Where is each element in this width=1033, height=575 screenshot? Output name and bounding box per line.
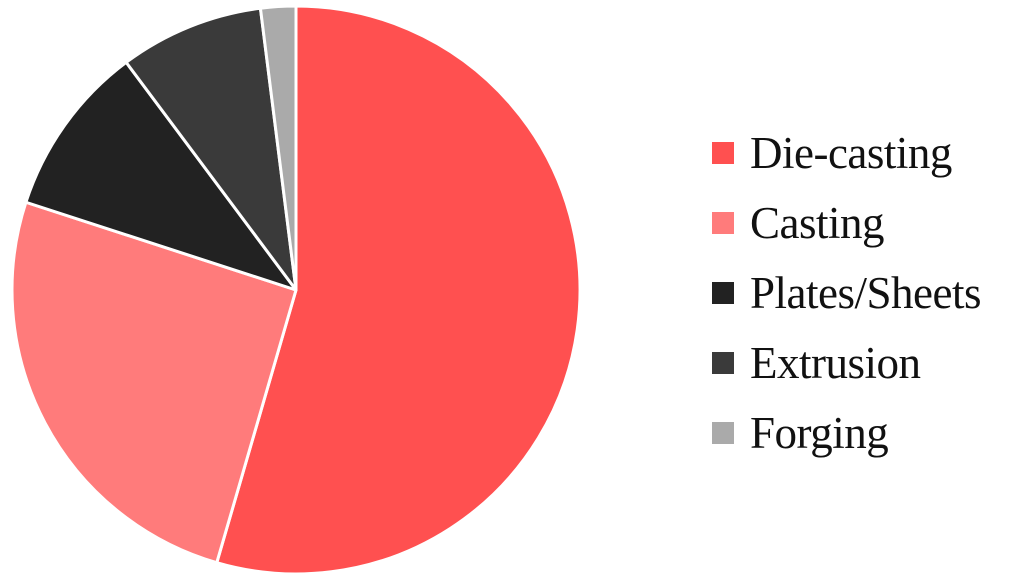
legend-label-die-casting: Die-casting (750, 127, 952, 178)
legend: Die-casting Casting Plates/Sheets Extrus… (712, 118, 1027, 468)
legend-swatch-plates-sheets (712, 282, 734, 304)
legend-swatch-casting (712, 212, 734, 234)
legend-item-die-casting: Die-casting (712, 118, 1027, 188)
pie-slice-forging (258, 4, 298, 292)
legend-label-plates-sheets: Plates/Sheets (750, 267, 981, 318)
legend-swatch-die-casting (712, 142, 734, 164)
legend-item-plates-sheets: Plates/Sheets (712, 258, 1027, 328)
legend-item-casting: Casting (712, 188, 1027, 258)
pie-slice-casting (10, 200, 298, 565)
legend-swatch-forging (712, 422, 734, 444)
legend-label-forging: Forging (750, 407, 889, 458)
pie-slices (10, 4, 582, 575)
legend-item-extrusion: Extrusion (712, 328, 1027, 398)
pie-slice-plates-sheets (24, 60, 298, 292)
legend-label-extrusion: Extrusion (750, 337, 921, 388)
legend-swatch-extrusion (712, 352, 734, 374)
legend-item-forging: Forging (712, 398, 1027, 468)
pie-slice-extrusion (124, 6, 298, 292)
legend-label-casting: Casting (750, 197, 885, 248)
pie-slice-die-casting (215, 4, 582, 575)
